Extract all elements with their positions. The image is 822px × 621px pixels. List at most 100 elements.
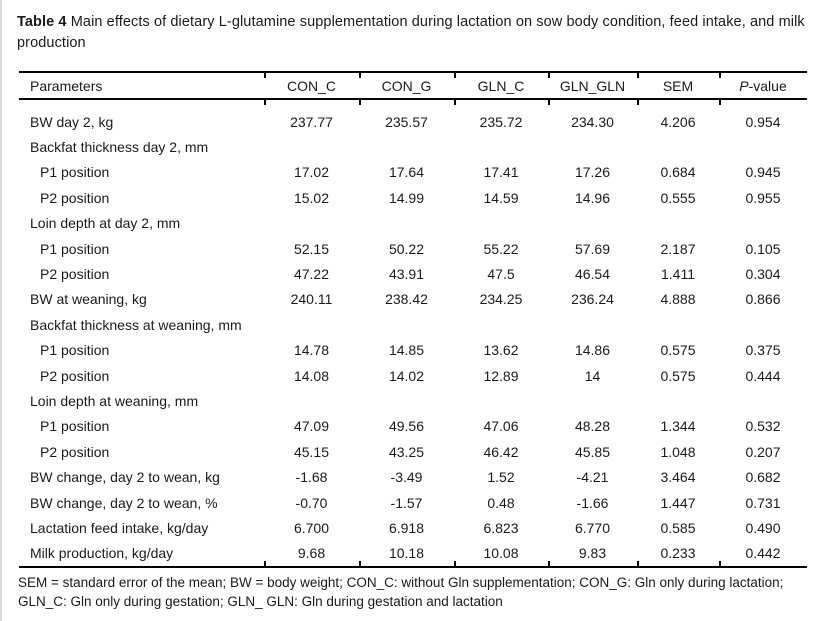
cell-value [637,211,719,236]
cell-value: 0.866 [745,291,781,308]
cell-value: 1.52 [487,469,515,486]
cell-value: 238.42 [385,291,428,308]
table-row: BW day 2, kg 237.77 235.57 235.72 234.30 4.20… [19,99,807,134]
cell-value: 1.411 [661,266,695,283]
table-row: P2 position 45.15 43.25 46.42 45.85 1.048 0.20… [19,439,807,464]
column-divider-tick [264,100,266,105]
cell-value [264,388,359,413]
header-row: Parameters CON_C CON_G GLN_C GLN_GLN SEM P-val… [19,71,807,100]
column-divider-tick [719,73,721,78]
cell-value [548,211,637,236]
cell-value [548,134,637,159]
cell-value: 10.18 [388,545,425,562]
column-divider-tick [359,561,361,567]
column-divider-tick [264,561,266,567]
cell-value: 49.56 [388,418,425,435]
column-divider-tick [719,561,721,567]
column-divider-tick [359,100,361,105]
table-row: BW change, day 2 to wean, % -0.70 -1.57 0.4… [19,490,807,515]
cell-value: 13.62 [483,342,519,359]
cell-value: 48.28 [574,418,611,435]
table-footnote: SEM = standard error of the mean; BW = b… [18,575,784,610]
cell-value: 0.555 [660,189,696,206]
row-label: P1 position [40,164,110,181]
cell-value: 0.585 [660,519,696,536]
pvalue-italic-letter: P [739,77,749,94]
cell-value: 17.64 [388,164,425,181]
column-divider-tick [637,73,639,78]
cell-value [637,312,719,337]
column-header: Parameters [19,71,264,100]
cell-value: 1.447 [660,494,696,511]
cell-value: 10.08 [483,545,519,562]
row-label: P2 position [40,266,110,283]
table-row: P1 position 14.78 14.85 13.62 14.86 0.575 0.37… [19,338,807,363]
cell-value [359,312,454,337]
cell-value: 14.59 [483,189,519,206]
table-caption-text: Main effects of dietary L-glutamine supp… [17,14,805,51]
column-divider-tick [454,100,456,105]
cell-value: 0.682 [745,469,781,486]
table-caption-label: Table 4 [17,14,67,30]
cell-value: 4.206 [660,113,696,130]
column-divider-tick [548,561,550,567]
column-header: CON_C [264,71,359,100]
row-label: P1 position [40,342,110,359]
table-row: P1 position 17.02 17.64 17.41 17.26 0.684 0.94… [19,160,807,185]
table-row: BW at weaning, kg 240.11 238.42 234.25 236.2… [19,287,807,312]
row-label: BW day 2, kg [30,113,114,130]
cell-value: 17.02 [293,164,330,181]
cell-value: 45.15 [293,443,330,460]
cell-value: 6.700 [293,519,330,536]
row-label: Milk production, kg/day [30,545,174,562]
cell-value: 46.54 [574,266,611,283]
cell-value: 50.22 [388,240,425,257]
group-row: Backfat thickness day 2, mm [19,134,807,159]
column-header: SEM [637,71,719,100]
cell-value: 0.945 [745,164,781,181]
column-divider-tick [548,100,550,105]
cell-value: 0.955 [745,189,781,206]
row-label: Lactation feed intake, kg/day [30,519,209,536]
cell-value: -1.68 [295,469,328,486]
cell-value [454,388,548,413]
cell-value: 14.86 [574,342,611,359]
cell-value [359,388,454,413]
table-row: P2 position 14.08 14.02 12.89 14 0.575 0.444 [19,363,807,388]
cell-value: 234.30 [571,113,614,130]
cell-value: 0.532 [745,418,781,435]
group-row: Loin depth at weaning, mm [19,388,807,413]
cell-value [454,312,548,337]
column-divider-tick [454,561,456,567]
cell-value: 46.42 [483,443,519,460]
cell-value: -4.21 [576,469,609,486]
cell-value: 236.24 [571,291,614,308]
cell-value: 14.85 [388,342,425,359]
cell-value: 240.11 [290,291,333,308]
cell-value [454,134,548,159]
cell-value: 15.02 [293,189,330,206]
cell-value: 14 [584,367,601,384]
cell-value: 14.78 [293,342,330,359]
cell-value: 0.304 [745,266,781,283]
cell-value: 57.69 [574,240,611,257]
cell-value [548,312,637,337]
row-label: Loin depth at day 2, mm [30,215,181,232]
row-label: BW change, day 2 to wean, % [30,494,218,511]
row-label: P2 position [40,367,110,384]
cell-value [454,211,548,236]
cell-value: 47.06 [483,418,519,435]
cell-value: 237.77 [290,113,333,130]
cell-value: 0.731 [745,494,781,511]
cell-value: 0.575 [660,342,696,359]
cell-value: 6.918 [388,519,425,536]
cell-value: 0.444 [745,367,781,384]
cell-value [548,388,637,413]
column-divider-tick [548,73,550,78]
cell-value: 12.89 [483,367,519,384]
cell-value: 1.048 [660,443,696,460]
table-caption: Table 4 Main effects of dietary L-glutam… [17,12,806,54]
cell-value: 0.233 [660,545,696,562]
group-row: Loin depth at day 2, mm [19,211,807,236]
column-divider-tick [719,100,721,105]
